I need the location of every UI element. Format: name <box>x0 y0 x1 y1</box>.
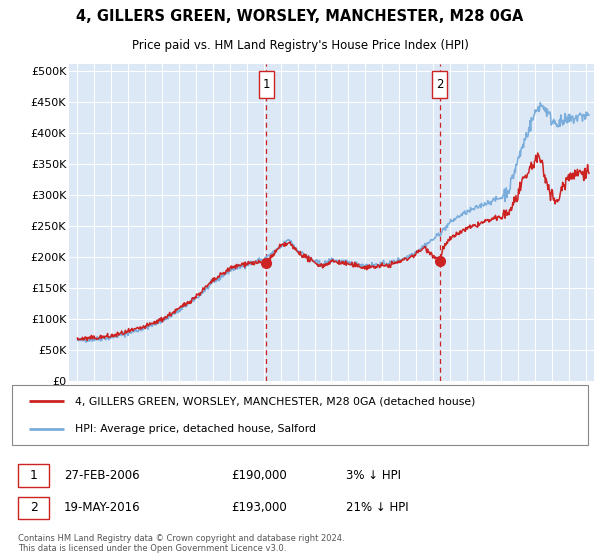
Text: Contains HM Land Registry data © Crown copyright and database right 2024.
This d: Contains HM Land Registry data © Crown c… <box>18 534 344 553</box>
FancyBboxPatch shape <box>18 497 49 520</box>
Text: 1: 1 <box>263 78 270 91</box>
Text: 27-FEB-2006: 27-FEB-2006 <box>64 469 139 482</box>
Text: 4, GILLERS GREEN, WORSLEY, MANCHESTER, M28 0GA: 4, GILLERS GREEN, WORSLEY, MANCHESTER, M… <box>76 9 524 24</box>
Text: 1: 1 <box>29 469 38 482</box>
Text: 3% ↓ HPI: 3% ↓ HPI <box>346 469 401 482</box>
Text: £190,000: £190,000 <box>231 469 287 482</box>
FancyBboxPatch shape <box>432 71 447 98</box>
Text: Price paid vs. HM Land Registry's House Price Index (HPI): Price paid vs. HM Land Registry's House … <box>131 39 469 53</box>
FancyBboxPatch shape <box>259 71 274 98</box>
Text: 2: 2 <box>29 502 38 515</box>
Text: 21% ↓ HPI: 21% ↓ HPI <box>346 502 409 515</box>
Text: HPI: Average price, detached house, Salford: HPI: Average price, detached house, Salf… <box>76 424 316 434</box>
FancyBboxPatch shape <box>18 464 49 487</box>
Text: 19-MAY-2016: 19-MAY-2016 <box>64 502 140 515</box>
Text: 4, GILLERS GREEN, WORSLEY, MANCHESTER, M28 0GA (detached house): 4, GILLERS GREEN, WORSLEY, MANCHESTER, M… <box>76 396 476 406</box>
Text: 2: 2 <box>436 78 443 91</box>
Text: £193,000: £193,000 <box>231 502 287 515</box>
